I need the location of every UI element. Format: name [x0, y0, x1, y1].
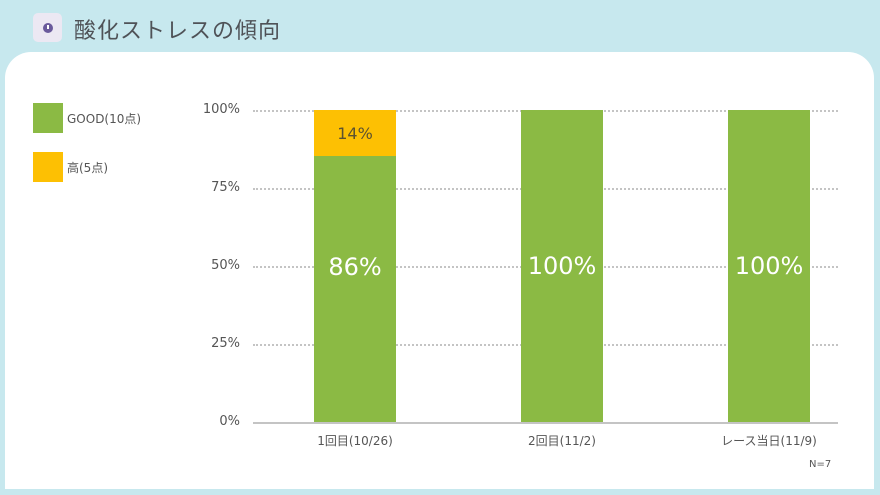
- x-tick-label: 1回目(10/26): [317, 434, 393, 448]
- bar-segment-high: 14%: [314, 110, 396, 156]
- legend-item-good: GOOD(10点): [33, 103, 141, 133]
- info-badge-icon: [33, 13, 62, 42]
- bar-value-label: 14%: [337, 123, 373, 143]
- bar-segment-good: 100%: [728, 110, 810, 422]
- legend-label: GOOD(10点): [67, 111, 142, 126]
- x-axis: [253, 422, 838, 424]
- legend-item-high: 高(5点): [33, 152, 108, 182]
- plot-area: 14% 86% 100% 100%: [253, 110, 838, 422]
- y-tick: 100%: [202, 102, 240, 117]
- bar-2: 100%: [521, 110, 603, 422]
- y-tick: 0%: [219, 414, 240, 429]
- page-title: 酸化ストレスの傾向: [74, 19, 282, 44]
- legend-label: 高(5点): [67, 160, 108, 175]
- y-tick: 50%: [211, 258, 240, 273]
- sample-size-note: N=7: [809, 459, 832, 470]
- bar-segment-good: 86%: [314, 156, 396, 422]
- x-tick-label: 2回目(11/2): [528, 434, 596, 448]
- y-tick: 75%: [211, 180, 240, 195]
- bar-value-label: 86%: [328, 252, 382, 281]
- header: 酸化ストレスの傾向: [0, 0, 880, 52]
- x-tick-label: レース当日(11/9): [721, 434, 817, 448]
- bar-segment-good: 100%: [521, 110, 603, 422]
- legend-swatch-high: [33, 152, 63, 182]
- bar-value-label: 100%: [734, 252, 804, 280]
- bar-value-label: 100%: [527, 252, 597, 280]
- legend-swatch-good: [33, 103, 63, 133]
- bar-1: 14% 86%: [314, 110, 396, 422]
- bar-3: 100%: [728, 110, 810, 422]
- y-tick: 25%: [211, 336, 240, 351]
